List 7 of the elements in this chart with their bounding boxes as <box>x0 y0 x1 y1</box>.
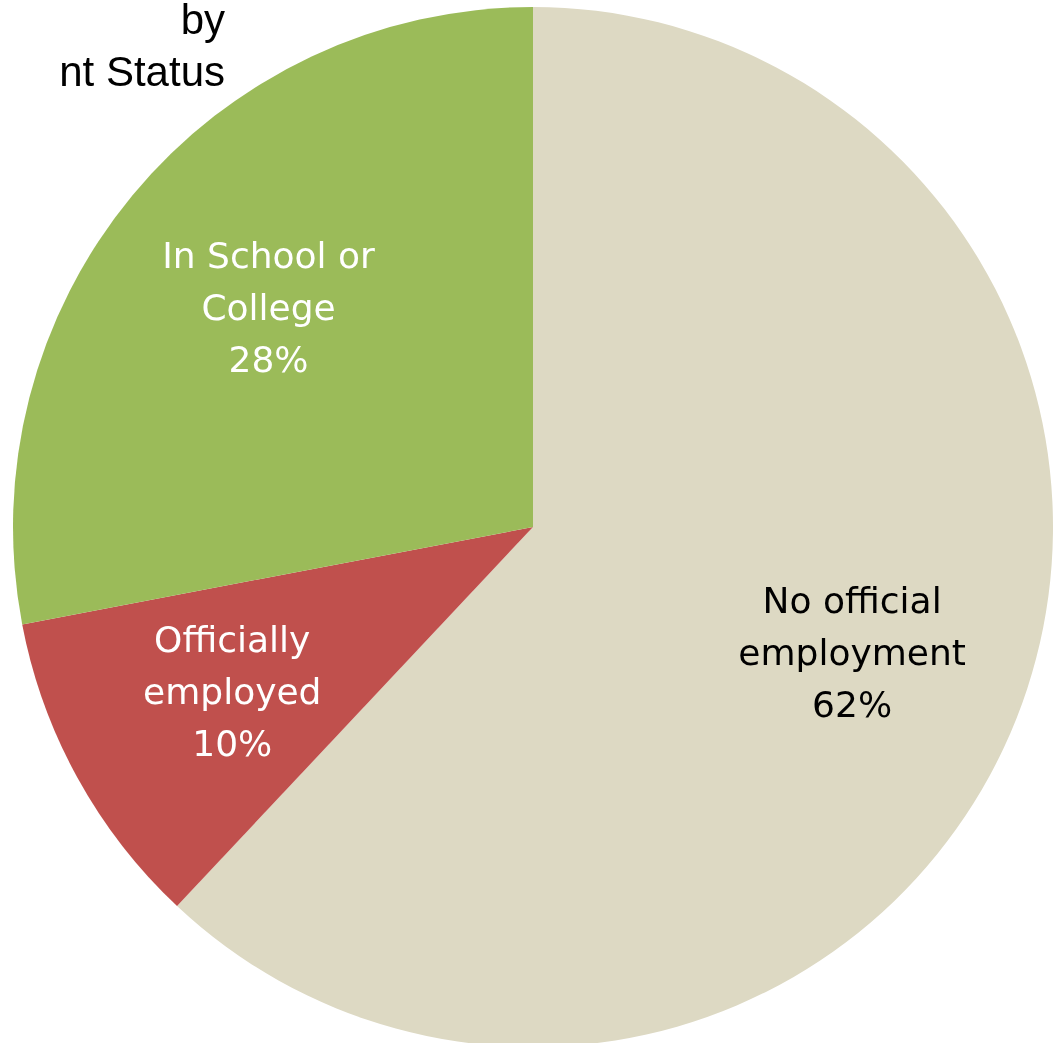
slice-label: In School or College <box>162 235 376 329</box>
chart-title: by nt Status <box>59 0 225 95</box>
data-label: 10% <box>192 723 273 765</box>
data-label: 62% <box>812 684 893 726</box>
slice-label: No official employment <box>738 580 966 674</box>
slice-label: Officially employed <box>143 619 322 713</box>
data-label: 28% <box>228 339 309 381</box>
